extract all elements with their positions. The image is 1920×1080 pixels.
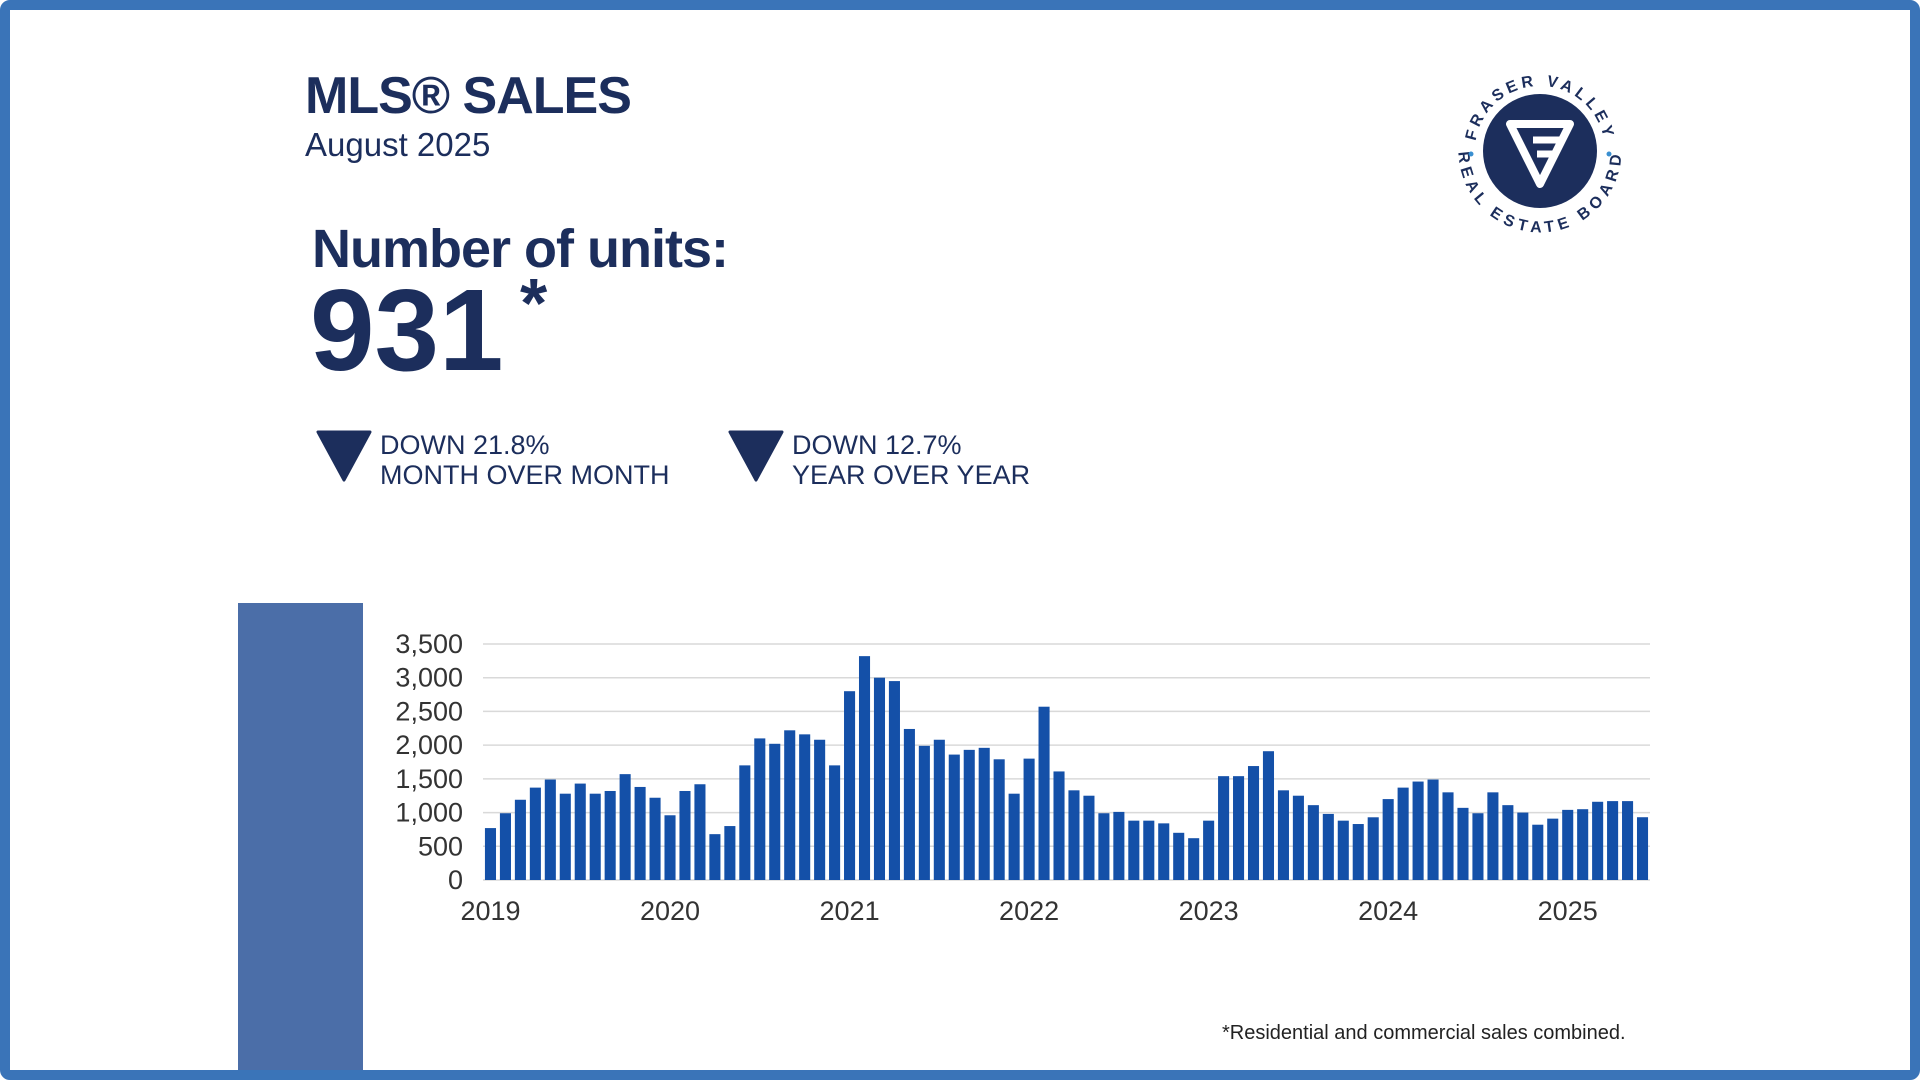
yoy-change-value: DOWN 12.7% [792, 430, 962, 460]
mom-change-label: MONTH OVER MONTH [380, 460, 670, 490]
side-color-panel [238, 603, 363, 1070]
units-asterisk: * [520, 264, 548, 342]
down-triangle-icon [316, 430, 372, 482]
page-title: MLS® SALES [305, 67, 632, 125]
fraser-valley-real-estate-board-logo: FRASER VALLEY REAL ESTATE BOARD [1455, 73, 1623, 236]
down-triangle-icon [728, 430, 784, 482]
page-subtitle: August 2025 [305, 126, 491, 163]
units-value: 931 [310, 265, 504, 395]
fvreb-v-logo-icon [1506, 120, 1574, 188]
units-label: Number of units: [312, 219, 729, 279]
mom-change-value: DOWN 21.8% [380, 430, 550, 460]
yoy-change-label: YEAR OVER YEAR [792, 460, 1031, 490]
footnote: *Residential and commercial sales combin… [1222, 1022, 1626, 1044]
